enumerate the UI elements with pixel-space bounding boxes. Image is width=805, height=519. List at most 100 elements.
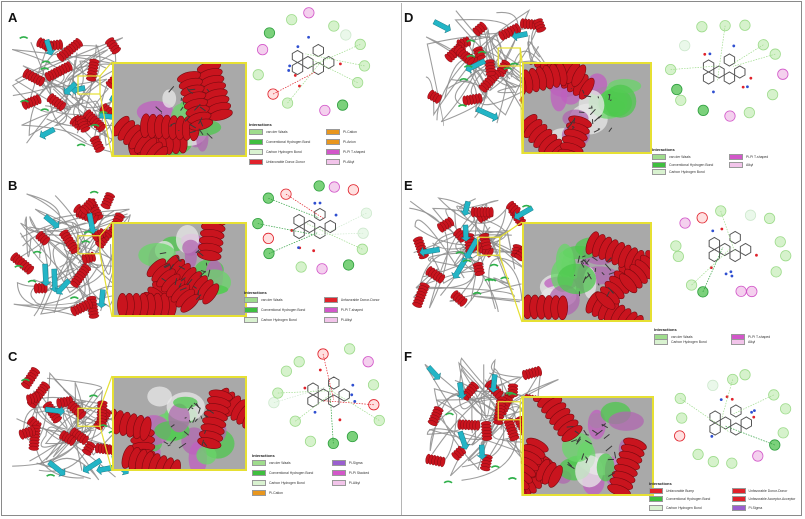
callout-lines-E	[477, 221, 523, 323]
legend-C: Interactions van der Waals Conventional Hy…	[252, 453, 397, 513]
ring	[729, 230, 741, 245]
legend-label: Alkyl	[746, 162, 754, 167]
residue-disc	[295, 261, 307, 273]
turn-segment	[489, 263, 499, 267]
callout-line	[519, 47, 523, 63]
zoom-region-box	[77, 407, 101, 427]
atom	[313, 201, 317, 205]
zoom-region-box	[497, 47, 521, 67]
alpha-helix	[457, 419, 481, 431]
turn-segment	[487, 278, 497, 282]
residue-disc	[727, 373, 739, 386]
coil-loop	[21, 105, 87, 143]
callout-lines-D	[497, 47, 523, 155]
legend-entry: Pi-Pi T-shaped	[729, 154, 768, 160]
legend-label: van der Waals	[669, 155, 691, 159]
coil-loop	[427, 207, 529, 284]
residue-disc	[707, 456, 719, 468]
coil-loop	[26, 88, 101, 150]
interaction-line	[268, 197, 320, 219]
legend-swatch	[244, 307, 258, 313]
residue-disc	[316, 263, 328, 275]
alpha-helix	[437, 216, 455, 233]
turn-segment	[19, 99, 29, 103]
atom	[293, 74, 297, 77]
legend-entry: Carbon Hydrogen Bond	[649, 504, 702, 511]
residue-disc	[774, 236, 786, 248]
ring	[314, 225, 326, 240]
alpha-helix	[59, 430, 77, 446]
atom	[287, 69, 291, 72]
ligand-sticks	[155, 86, 213, 139]
interaction-diagram-A	[252, 7, 371, 117]
atom	[712, 90, 715, 94]
legend-F: Interactions Unfavorable Bump Conventional…	[649, 481, 799, 513]
interaction-diagram-F	[674, 369, 792, 469]
atom	[318, 368, 322, 372]
legend-swatch	[649, 488, 663, 494]
interaction-line	[295, 395, 330, 422]
turn-segment	[466, 54, 476, 58]
residue-disc	[328, 181, 340, 193]
residue-disc	[368, 399, 380, 411]
residue-disc	[262, 192, 274, 204]
ligand-sticks	[566, 423, 617, 477]
atom	[318, 201, 322, 205]
binding-pocket-view	[114, 224, 245, 315]
ring	[702, 71, 715, 85]
alpha-helix	[96, 400, 108, 427]
beta-sheet	[463, 237, 480, 259]
callout-line	[519, 419, 523, 497]
alpha-helix	[480, 421, 493, 441]
ligand-2d-structure	[303, 368, 357, 422]
turn-segment	[505, 391, 515, 395]
ring	[328, 376, 340, 390]
callout-lines-A	[77, 61, 113, 158]
legend-swatch	[252, 460, 266, 466]
binding-pocket-view	[524, 224, 650, 320]
legend-swatch	[731, 496, 746, 503]
interaction-line	[305, 53, 365, 67]
ligand-sticks	[163, 402, 215, 449]
legend-label: Carbon Hydrogen Bond	[261, 318, 297, 322]
turn-segment	[69, 296, 79, 300]
residue-disc	[719, 20, 731, 32]
beta-sheet	[487, 374, 500, 393]
atom	[752, 415, 756, 419]
ring	[338, 388, 350, 402]
legend-swatch	[249, 129, 263, 135]
ligand-sticks	[573, 255, 615, 297]
interaction-line	[305, 222, 363, 250]
callout-line	[99, 221, 113, 237]
legend-swatch	[252, 470, 266, 476]
residue-disc	[367, 379, 380, 391]
residue-disc	[777, 68, 789, 80]
beta-sheet	[457, 430, 471, 450]
ring	[291, 49, 304, 64]
ring	[314, 207, 326, 222]
residue-disc	[342, 259, 355, 271]
legend-swatch	[731, 488, 746, 494]
turn-segment	[444, 412, 454, 416]
legend-label: Unfavorable Bump	[666, 489, 695, 493]
legend-label: Unfavorable Donor-Donor	[748, 489, 788, 493]
binding-pocket-view	[524, 398, 652, 494]
residue-disc	[707, 379, 719, 391]
atom	[290, 229, 294, 232]
turn-segment	[32, 250, 42, 254]
alpha-helix	[427, 406, 444, 427]
legend-title: Interactions	[252, 453, 275, 458]
callout-line	[519, 65, 523, 155]
legend-entry: Pi-Alkyl	[326, 159, 354, 165]
alpha-helix	[86, 295, 100, 319]
turn-segment	[455, 251, 465, 255]
residue-disc	[362, 356, 374, 368]
turn-segment	[19, 36, 29, 40]
coil-loop	[55, 78, 113, 146]
binding-pocket-view	[114, 378, 245, 469]
residue-disc	[671, 83, 683, 96]
turn-segment	[81, 240, 91, 244]
legend-label: Conventional Hydrogen Bond	[266, 140, 311, 144]
coil-loop	[413, 205, 527, 310]
alpha-helix	[470, 206, 494, 218]
